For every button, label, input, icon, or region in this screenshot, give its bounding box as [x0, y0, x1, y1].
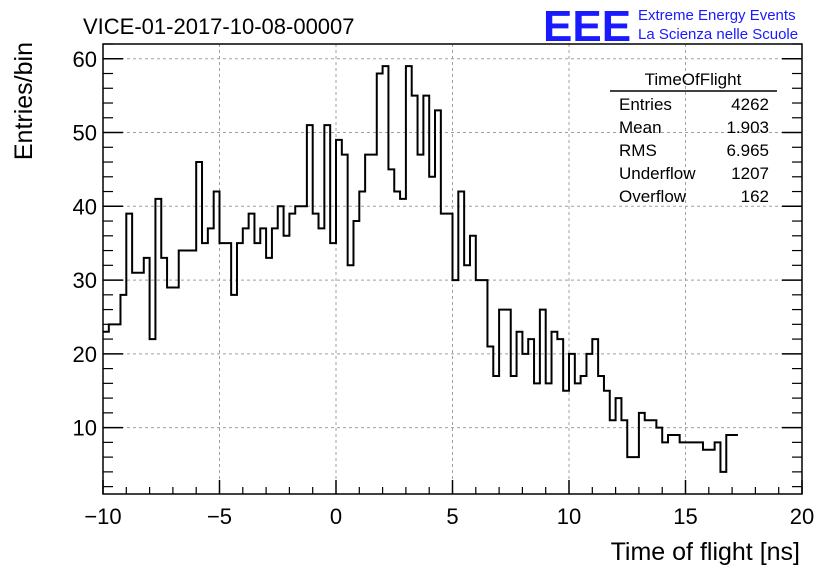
eee-logo: EEE Extreme Energy Events La Scienza nel…	[543, 2, 798, 51]
logo-mark: EEE	[543, 2, 631, 51]
logo-line-2: La Scienza nelle Scuole	[638, 26, 798, 43]
stats-label-underflow: Underflow	[619, 164, 696, 183]
stats-value-entries: 4262	[731, 95, 769, 114]
y-tick-label: 20	[73, 342, 97, 367]
stats-box: TimeOfFlight Entries 4262 Mean 1.903 RMS…	[610, 70, 777, 206]
x-tick-label: −5	[207, 504, 232, 529]
axis-ticks	[102, 43, 803, 494]
x-tick-label: −10	[84, 504, 121, 529]
histogram-series	[103, 65, 738, 473]
logo-line-1: Extreme Energy Events	[638, 7, 796, 24]
stats-value-rms: 6.965	[726, 141, 769, 160]
x-tick-label: 5	[446, 504, 458, 529]
y-axis-label: Entries/bin	[10, 42, 38, 160]
stats-label-entries: Entries	[619, 95, 672, 114]
stats-value-underflow: 1207	[731, 164, 769, 183]
y-tick-label: 10	[73, 416, 97, 441]
tick-labels: −10 −5 0 5 10 15 20 10 20 30 40 50 60	[73, 47, 815, 529]
y-tick-label: 60	[73, 47, 97, 72]
histogram-line	[103, 65, 738, 473]
stats-label-mean: Mean	[619, 118, 662, 137]
x-tick-label: 15	[673, 504, 697, 529]
x-tick-label: 0	[330, 504, 342, 529]
y-tick-label: 50	[73, 121, 97, 146]
stats-label-overflow: Overflow	[619, 187, 687, 206]
stats-value-mean: 1.903	[726, 118, 769, 137]
chart-title: VICE-01-2017-10-08-00007	[83, 14, 355, 39]
x-tick-label: 20	[790, 504, 814, 529]
stats-title: TimeOfFlight	[645, 70, 742, 89]
y-tick-label: 40	[73, 194, 97, 219]
y-tick-label: 30	[73, 268, 97, 293]
stats-value-overflow: 162	[741, 187, 769, 206]
x-axis-label: Time of flight [ns]	[611, 538, 800, 566]
x-tick-label: 10	[557, 504, 581, 529]
stats-label-rms: RMS	[619, 141, 657, 160]
